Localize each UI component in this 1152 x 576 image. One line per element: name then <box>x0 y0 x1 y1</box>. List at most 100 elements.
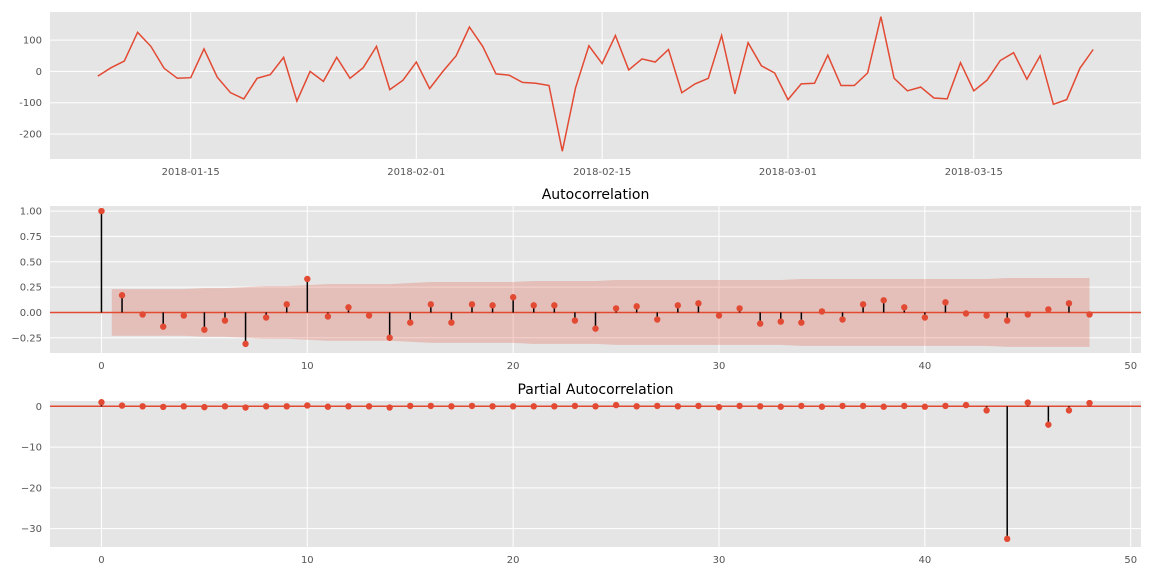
series-line <box>97 16 1094 152</box>
marker-lag-0 <box>98 207 105 215</box>
marker-lag-26 <box>633 303 640 310</box>
marker-lag-1 <box>118 402 126 409</box>
marker-lag-48 <box>1086 311 1093 318</box>
marker-lag-44 <box>1003 535 1011 543</box>
marker-lag-5 <box>201 403 208 411</box>
y-tick-label: -100 <box>19 98 42 109</box>
marker-lag-4 <box>180 403 188 410</box>
y-tick-label: 0.00 <box>20 308 42 319</box>
marker-lag-20 <box>509 294 517 301</box>
y-tick-label: 1.00 <box>20 207 42 218</box>
plot-background <box>50 12 1141 159</box>
marker-lag-21 <box>530 302 537 309</box>
marker-lag-25 <box>612 401 620 409</box>
marker-lag-17 <box>448 403 455 410</box>
marker-lag-41 <box>942 402 949 410</box>
marker-lag-42 <box>962 401 970 409</box>
marker-lag-8 <box>262 314 270 321</box>
marker-lag-12 <box>345 304 352 311</box>
marker-lag-3 <box>160 403 167 411</box>
marker-lag-31 <box>736 402 743 410</box>
marker-lag-13 <box>365 312 373 319</box>
marker-lag-35 <box>818 403 826 410</box>
marker-lag-36 <box>839 316 846 323</box>
marker-lag-3 <box>160 323 167 330</box>
marker-lag-40 <box>921 314 929 321</box>
marker-lag-18 <box>468 301 476 308</box>
marker-lag-30 <box>715 312 723 319</box>
y-tick-label: -200 <box>19 129 42 140</box>
marker-lag-32 <box>756 403 764 410</box>
marker-lag-30 <box>715 403 723 411</box>
marker-lag-34 <box>798 319 805 326</box>
acf-panel: Autocorrelation 0 10 20 30 40 50 −0.25 0.00 0.25 0… <box>11 187 1141 372</box>
marker-lag-44 <box>1003 317 1011 324</box>
marker-lag-22 <box>551 403 558 410</box>
marker-lag-1 <box>118 292 126 299</box>
marker-lag-37 <box>859 402 867 410</box>
marker-lag-33 <box>777 403 784 410</box>
marker-lag-23 <box>571 402 579 410</box>
marker-lag-10 <box>304 402 311 409</box>
marker-lag-4 <box>180 312 188 319</box>
y-tick-label: 0 <box>36 402 42 413</box>
marker-lag-26 <box>633 403 640 410</box>
marker-lag-32 <box>756 320 764 327</box>
marker-lag-34 <box>798 402 805 410</box>
marker-lag-40 <box>921 403 929 410</box>
marker-lag-5 <box>201 326 208 333</box>
marker-lag-46 <box>1045 306 1052 313</box>
marker-lag-21 <box>530 403 537 410</box>
marker-lag-38 <box>880 403 887 410</box>
marker-lag-10 <box>304 275 311 283</box>
marker-lag-37 <box>859 301 867 308</box>
marker-lag-2 <box>139 311 146 318</box>
marker-lag-16 <box>427 301 435 308</box>
marker-lag-27 <box>654 402 661 410</box>
y-tick-label: 0.25 <box>20 283 42 294</box>
x-tick-label: 50 <box>1124 361 1137 372</box>
y-tick-label: −30 <box>21 524 42 535</box>
x-tick-label: 0 <box>98 555 104 566</box>
marker-lag-47 <box>1065 300 1073 307</box>
x-tick-label: 30 <box>713 361 726 372</box>
marker-lag-18 <box>468 402 476 410</box>
x-tick-label: 20 <box>507 361 520 372</box>
marker-lag-28 <box>674 302 682 309</box>
y-tick-label: 0.75 <box>20 232 42 243</box>
y-tick-label: 0.50 <box>20 257 42 268</box>
x-tick-label: 30 <box>713 555 726 566</box>
y-tick-label: −10 <box>21 443 42 454</box>
panel-title: Partial Autocorrelation <box>517 382 673 398</box>
x-tick-label: 0 <box>98 361 104 372</box>
marker-lag-14 <box>386 334 393 341</box>
marker-lag-24 <box>592 325 599 332</box>
x-tick-label: 2018-03-01 <box>759 167 817 178</box>
marker-lag-43 <box>983 407 990 414</box>
x-tick-label: 10 <box>301 555 314 566</box>
marker-lag-43 <box>983 312 990 319</box>
marker-lag-9 <box>283 403 290 410</box>
marker-lag-6 <box>221 317 229 324</box>
marker-lag-39 <box>901 304 908 311</box>
marker-lag-24 <box>592 403 599 410</box>
marker-lag-38 <box>880 297 887 304</box>
marker-lag-6 <box>221 403 229 410</box>
marker-lag-19 <box>489 302 496 309</box>
x-tick-label: 2018-03-15 <box>945 167 1003 178</box>
y-tick-label: 0 <box>36 67 42 78</box>
marker-lag-14 <box>386 404 393 411</box>
marker-lag-39 <box>901 402 908 410</box>
marker-lag-31 <box>736 305 743 312</box>
x-tick-label: 20 <box>507 555 520 566</box>
marker-lag-15 <box>407 402 414 410</box>
marker-lag-48 <box>1086 399 1093 407</box>
x-tick-label: 2018-02-15 <box>573 167 631 178</box>
x-tick-label: 10 <box>301 361 314 372</box>
x-tick-label: 2018-02-01 <box>387 167 445 178</box>
marker-lag-29 <box>695 300 702 307</box>
marker-lag-20 <box>509 403 517 410</box>
marker-lag-27 <box>654 316 661 323</box>
pacf-panel: Partial Autocorrelation 0 10 20 30 40 50 −30 −20… <box>21 382 1141 566</box>
